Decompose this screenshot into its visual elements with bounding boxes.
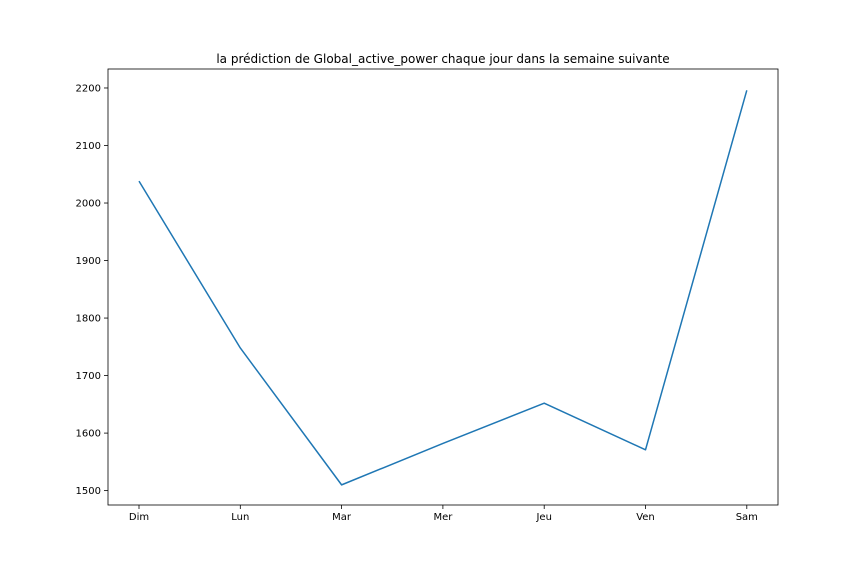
series-line <box>138 90 748 486</box>
y-tick-label: 1800 <box>76 314 101 325</box>
y-tick-label: 1600 <box>76 429 101 440</box>
x-tick-label: Dim <box>129 512 149 523</box>
x-axis: Dim Lun Mar Mer Jeu Ven Sam <box>129 505 758 523</box>
y-tick-label: 2100 <box>76 141 101 152</box>
y-tick-label: 2200 <box>76 83 101 94</box>
x-tick-label: Mar <box>332 512 352 523</box>
x-tick-label: Jeu <box>535 512 551 523</box>
plot-frame <box>107 68 779 506</box>
y-tick-label: 1900 <box>76 256 101 267</box>
y-axis: 1500 1600 1700 1800 1900 2000 2100 2200 <box>76 83 108 497</box>
y-tick-label: 1700 <box>76 371 101 382</box>
chart-title: la prédiction de Global_active_power cha… <box>216 52 669 66</box>
x-tick-label: Lun <box>231 512 249 523</box>
y-tick-label: 2000 <box>76 199 101 210</box>
y-tick-label: 1500 <box>76 486 101 497</box>
x-tick-label: Ven <box>636 512 655 523</box>
x-tick-label: Sam <box>736 512 758 523</box>
x-tick-label: Mer <box>433 512 453 523</box>
